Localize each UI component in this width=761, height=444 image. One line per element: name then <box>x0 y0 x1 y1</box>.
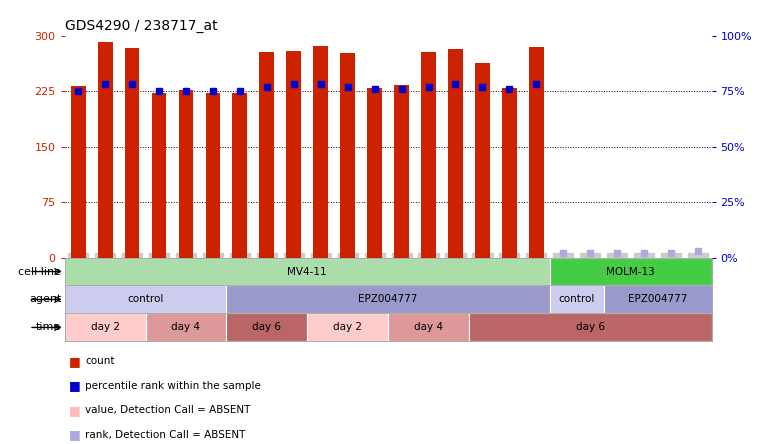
Text: control: control <box>127 294 164 305</box>
Bar <box>227 313 307 341</box>
Text: time: time <box>37 322 62 333</box>
Text: MOLM-13: MOLM-13 <box>607 266 655 277</box>
Bar <box>65 285 227 313</box>
Bar <box>227 285 550 313</box>
Bar <box>448 49 463 258</box>
Bar <box>550 258 712 285</box>
Text: agent: agent <box>29 294 62 305</box>
Text: GDS4290 / 238717_at: GDS4290 / 238717_at <box>65 19 218 33</box>
Bar <box>232 93 247 258</box>
Bar <box>205 93 221 258</box>
Bar <box>65 313 145 341</box>
Text: percentile rank within the sample: percentile rank within the sample <box>85 381 261 391</box>
Bar <box>421 52 436 258</box>
Bar <box>475 63 490 258</box>
Bar <box>307 313 388 341</box>
Bar <box>314 46 328 258</box>
Text: EPZ004777: EPZ004777 <box>628 294 687 305</box>
Text: ■: ■ <box>68 404 80 417</box>
Text: ■: ■ <box>68 428 80 441</box>
Bar <box>125 48 139 258</box>
Text: day 6: day 6 <box>253 322 282 333</box>
Text: day 6: day 6 <box>576 322 605 333</box>
Bar <box>550 285 603 313</box>
Bar <box>286 51 301 258</box>
Bar <box>394 85 409 258</box>
Text: count: count <box>85 357 115 366</box>
Text: value, Detection Call = ABSENT: value, Detection Call = ABSENT <box>85 405 250 415</box>
Text: EPZ004777: EPZ004777 <box>358 294 418 305</box>
Text: ■: ■ <box>68 355 80 368</box>
Bar <box>97 42 113 258</box>
Bar <box>529 47 544 258</box>
Text: day 2: day 2 <box>91 322 119 333</box>
Bar <box>502 88 517 258</box>
Bar <box>65 258 550 285</box>
Bar <box>71 86 85 258</box>
Bar <box>469 313 712 341</box>
Bar <box>388 313 469 341</box>
Bar <box>603 285 712 313</box>
Text: day 4: day 4 <box>171 322 200 333</box>
Text: MV4-11: MV4-11 <box>288 266 327 277</box>
Text: day 4: day 4 <box>414 322 443 333</box>
Bar <box>179 90 193 258</box>
Text: ■: ■ <box>68 379 80 392</box>
Bar <box>145 313 227 341</box>
Bar <box>260 52 274 258</box>
Bar <box>151 93 167 258</box>
Text: cell line: cell line <box>18 266 62 277</box>
Text: rank, Detection Call = ABSENT: rank, Detection Call = ABSENT <box>85 430 246 440</box>
Text: control: control <box>559 294 595 305</box>
Bar <box>368 88 382 258</box>
Bar <box>340 52 355 258</box>
Text: day 2: day 2 <box>333 322 362 333</box>
